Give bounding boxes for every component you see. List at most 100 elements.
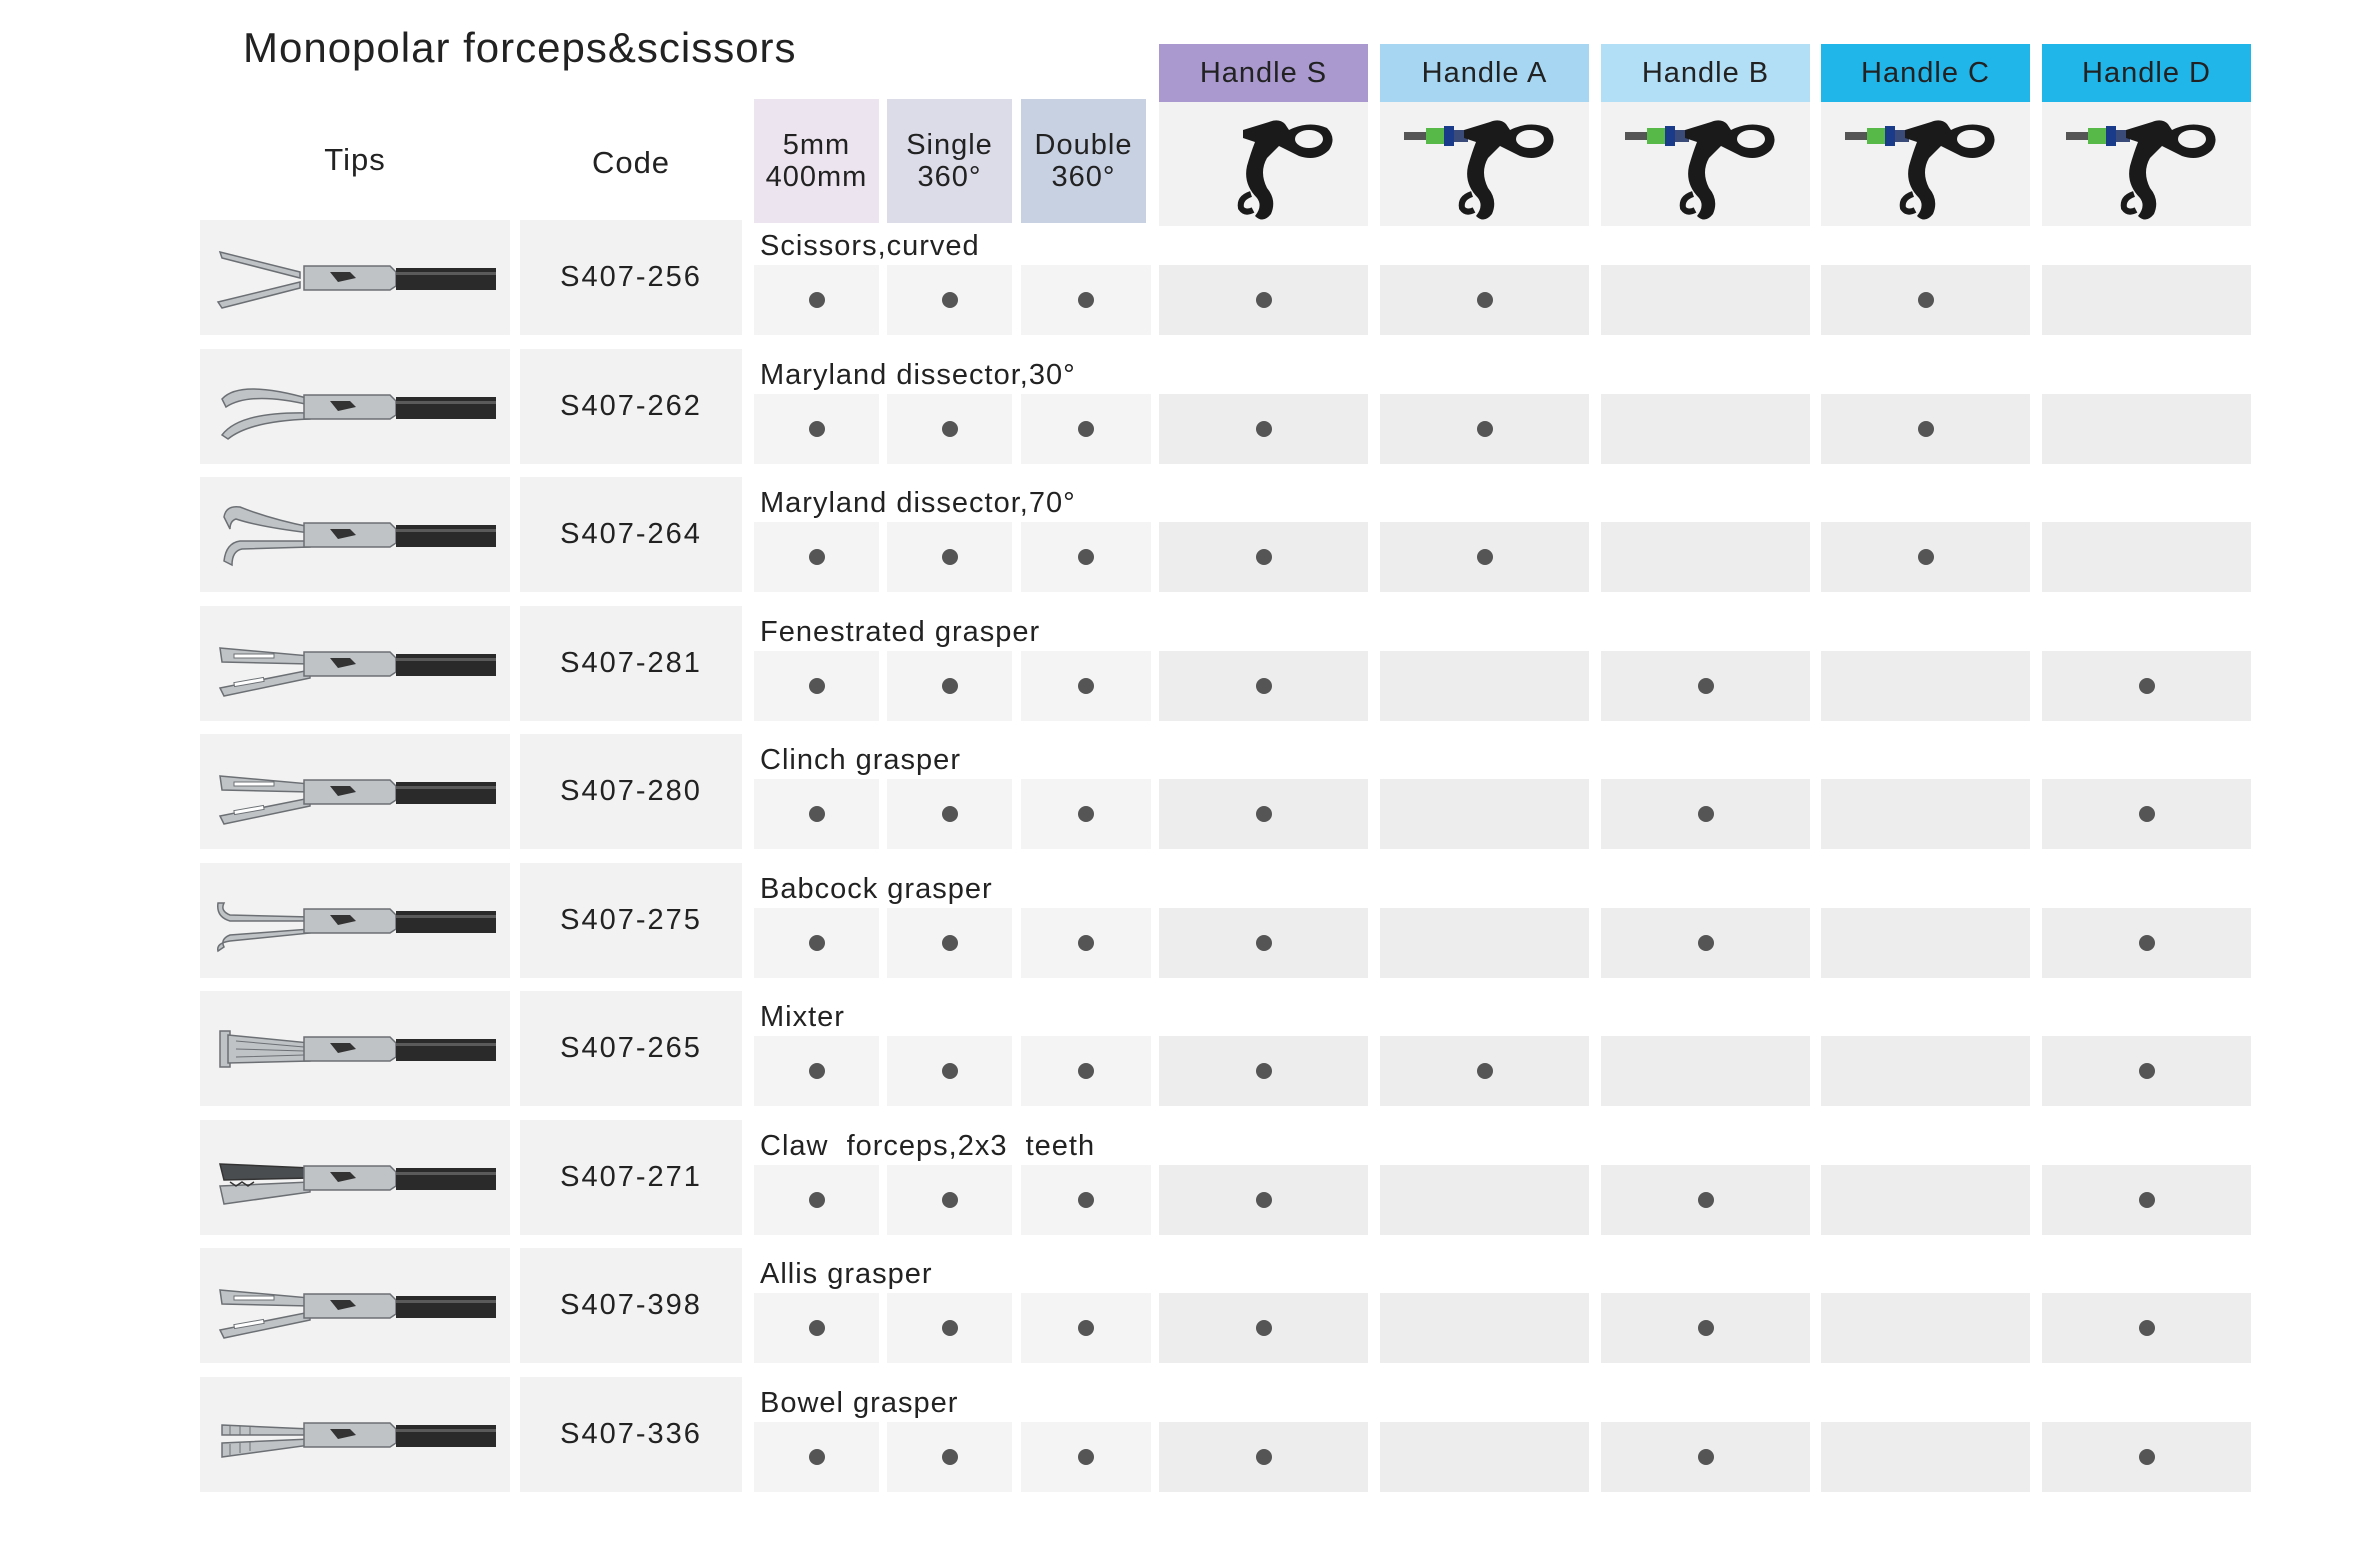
compat-cell: [1380, 265, 1589, 335]
compat-dot: [2138, 1449, 2155, 1465]
spec-header-line1: 5mm: [782, 129, 851, 161]
handle-header-2: Handle A: [1380, 44, 1589, 102]
compat-dot: [2138, 1192, 2155, 1208]
compat-dot: [941, 292, 958, 308]
compat-cell: [887, 1036, 1012, 1106]
compat-dot: [808, 806, 825, 822]
instrument-tip-icon: [200, 1120, 510, 1235]
handle-header-3: Handle B: [1601, 44, 1810, 102]
instrument-tip-icon: [200, 477, 510, 592]
compat-cell: [754, 1293, 879, 1363]
compat-cell: [754, 908, 879, 978]
compat-cell: [1021, 908, 1151, 978]
compat-cell: [1821, 1165, 2030, 1235]
compat-cell: [2042, 779, 2251, 849]
handle-icon: [1380, 102, 1589, 226]
compat-cell: [1380, 1293, 1589, 1363]
compat-cell: [1821, 779, 2030, 849]
product-code: S407-280: [520, 734, 742, 849]
compat-cell: [1159, 265, 1368, 335]
compat-cell: [1601, 1036, 1810, 1106]
compat-dot: [1697, 1449, 1714, 1465]
compat-dot: [2138, 1063, 2155, 1079]
spec-header-2: Single 360°: [887, 99, 1012, 223]
handle-header-4: Handle C: [1821, 44, 2030, 102]
compat-cell: [887, 908, 1012, 978]
compat-dot: [1917, 421, 1934, 437]
product-code: S407-275: [520, 863, 742, 978]
compat-dot: [1697, 1192, 1714, 1208]
compat-cell: [2042, 651, 2251, 721]
compat-cell: [1021, 1293, 1151, 1363]
product-code: S407-264: [520, 477, 742, 592]
spec-header-line2: 360°: [917, 161, 982, 193]
product-code: S407-265: [520, 991, 742, 1106]
compat-cell: [754, 522, 879, 592]
compat-dot: [1476, 421, 1493, 437]
compat-cell: [1159, 1036, 1368, 1106]
product-code: S407-336: [520, 1377, 742, 1492]
compat-dot: [1917, 292, 1934, 308]
product-name: Maryland dissector,70°: [760, 487, 1076, 519]
compat-cell: [1380, 779, 1589, 849]
product-name: Allis grasper: [760, 1258, 933, 1290]
compat-cell: [754, 265, 879, 335]
compat-cell: [1821, 394, 2030, 464]
compat-dot: [1697, 678, 1714, 694]
compat-cell: [1380, 1165, 1589, 1235]
compat-cell: [1021, 779, 1151, 849]
compat-dot: [808, 935, 825, 951]
compat-cell: [1159, 651, 1368, 721]
compat-dot: [808, 421, 825, 437]
instrument-tip-icon: [200, 863, 510, 978]
compat-cell: [1159, 908, 1368, 978]
compat-cell: [1601, 394, 1810, 464]
compat-cell: [1601, 265, 1810, 335]
compat-cell: [2042, 1036, 2251, 1106]
compat-cell: [1021, 651, 1151, 721]
compat-cell: [2042, 908, 2251, 978]
compat-cell: [1021, 1422, 1151, 1492]
compat-dot: [808, 1449, 825, 1465]
compat-cell: [887, 651, 1012, 721]
compat-cell: [1601, 522, 1810, 592]
compat-dot: [1255, 1192, 1272, 1208]
instrument-tip-icon: [200, 220, 510, 335]
code-header: Code: [591, 145, 671, 180]
compat-cell: [2042, 265, 2251, 335]
compat-cell: [1159, 522, 1368, 592]
compat-dot: [1476, 292, 1493, 308]
spec-header-line2: 360°: [1051, 161, 1116, 193]
compat-cell: [1821, 265, 2030, 335]
compat-dot: [941, 935, 958, 951]
compat-cell: [754, 1036, 879, 1106]
compat-dot: [1255, 1449, 1272, 1465]
compat-dot: [1697, 935, 1714, 951]
product-name: Scissors,curved: [760, 230, 980, 262]
spec-header-3: Double 360°: [1021, 99, 1146, 223]
compat-cell: [1821, 522, 2030, 592]
compat-dot: [1078, 421, 1094, 437]
compat-dot: [941, 1063, 958, 1079]
instrument-tip-icon: [200, 349, 510, 464]
compat-dot: [808, 549, 825, 565]
compat-cell: [2042, 1165, 2251, 1235]
compat-cell: [1159, 1165, 1368, 1235]
handle-icon: [1821, 102, 2030, 226]
compat-cell: [754, 1422, 879, 1492]
product-code: S407-281: [520, 606, 742, 721]
product-name: Bowel grasper: [760, 1387, 959, 1419]
compat-cell: [887, 1293, 1012, 1363]
compat-cell: [1821, 908, 2030, 978]
product-code: S407-262: [520, 349, 742, 464]
compat-dot: [1255, 806, 1272, 822]
product-name: Mixter: [760, 1001, 845, 1033]
compat-dot: [1255, 1320, 1272, 1336]
compat-cell: [2042, 1293, 2251, 1363]
handle-icon: [1159, 102, 1368, 226]
compat-dot: [1078, 1192, 1094, 1208]
product-code: S407-398: [520, 1248, 742, 1363]
compat-cell: [754, 651, 879, 721]
compat-cell: [887, 1165, 1012, 1235]
compat-dot: [1078, 549, 1094, 565]
